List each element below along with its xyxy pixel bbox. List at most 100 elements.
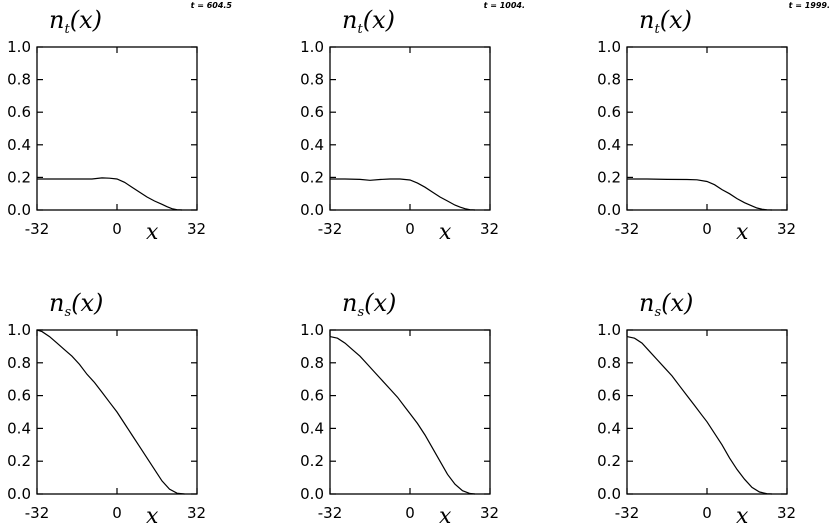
y-tick-label: 0.8	[300, 354, 324, 372]
title-subscript: t	[64, 22, 70, 37]
title-argument: (x)	[363, 6, 395, 34]
series-line-1	[36, 329, 185, 495]
x-tick-label: -32	[318, 220, 343, 238]
panel-title: nt(x)	[639, 6, 692, 37]
x-axis-label: x	[736, 220, 749, 245]
y-tick-label: 0.6	[597, 103, 621, 121]
y-tick-label: 0.8	[7, 354, 31, 372]
y-tick-label: 1.0	[7, 38, 31, 56]
y-tick-label: 0.0	[7, 485, 31, 503]
y-tick-label: 0.6	[300, 103, 324, 121]
x-tick-label: 32	[187, 504, 206, 522]
x-tick-label: 32	[777, 504, 796, 522]
y-tick-label: 0.4	[597, 136, 621, 154]
chart-panel-3: 0.0 0.2 0.4 0.6 0.8 1.0 -32 0 32 x nt(x) t = 1999.	[597, 1, 830, 245]
chart-panel-1: 0.0 0.2 0.4 0.6 0.8 1.0 -32 0 32 x nt(x) t = 604.5	[7, 1, 232, 245]
series-line-1	[329, 336, 476, 495]
y-tick-label: 0.4	[597, 419, 621, 437]
title-variable: n	[342, 289, 357, 317]
y-tick-label: 0.8	[7, 71, 31, 89]
title-subscript: s	[64, 305, 71, 320]
x-tick-label: 0	[112, 504, 122, 522]
panel-title: nt(x)	[49, 6, 102, 37]
y-tick-label: 1.0	[300, 321, 324, 339]
x-axis-label: x	[439, 504, 452, 529]
y-tick-label: 0.2	[597, 452, 621, 470]
chart-panel-6: 0.0 0.2 0.4 0.6 0.8 1.0 -32 0 32 x ns(x)	[597, 289, 796, 529]
plot-frame	[329, 46, 491, 211]
y-tick-label: 0.0	[7, 201, 31, 219]
x-axis-label: x	[736, 504, 749, 529]
x-axis-label: x	[439, 220, 452, 245]
panel-title: ns(x)	[342, 289, 396, 320]
x-axis-label: x	[146, 504, 159, 529]
series-line-1	[330, 178, 476, 211]
title-variable: n	[49, 289, 64, 317]
panel-title: nt(x)	[342, 6, 395, 37]
y-tick-label: 1.0	[597, 38, 621, 56]
y-tick-label: 0.4	[300, 419, 324, 437]
y-tick-label: 0.2	[300, 452, 324, 470]
series-line-1	[627, 178, 773, 211]
chart-panel-5: 0.0 0.2 0.4 0.6 0.8 1.0 -32 0 32 x ns(x)	[300, 289, 499, 529]
y-tick-label: 0.6	[7, 103, 31, 121]
title-variable: n	[49, 6, 64, 34]
title-argument: (x)	[364, 289, 396, 317]
y-tick-label: 0.0	[597, 201, 621, 219]
y-tick-label: 0.4	[7, 419, 31, 437]
title-argument: (x)	[71, 289, 103, 317]
time-label: t = 1004.	[484, 1, 525, 10]
panel-title: ns(x)	[49, 289, 103, 320]
y-tick-label: 0.2	[7, 452, 31, 470]
x-axis-label: x	[146, 220, 159, 245]
y-tick-label: 0.4	[300, 136, 324, 154]
title-variable: n	[639, 6, 654, 34]
y-tick-label: 0.6	[597, 387, 621, 405]
plot-frame	[626, 329, 788, 495]
x-tick-label: 32	[480, 220, 499, 238]
y-tick-label: 0.0	[300, 485, 324, 503]
y-tick-label: 0.8	[300, 71, 324, 89]
x-tick-label: 0	[702, 504, 712, 522]
title-subscript: t	[357, 22, 363, 37]
y-tick-label: 1.0	[7, 321, 31, 339]
y-tick-label: 0.0	[300, 201, 324, 219]
x-tick-label: -32	[615, 220, 640, 238]
series-line-1	[626, 336, 773, 495]
title-argument: (x)	[660, 6, 692, 34]
y-tick-label: 0.2	[300, 168, 324, 186]
title-subscript: s	[357, 305, 364, 320]
plot-frame	[329, 329, 491, 495]
x-tick-label: 32	[480, 504, 499, 522]
x-tick-label: 0	[405, 504, 415, 522]
y-tick-label: 0.6	[7, 387, 31, 405]
title-variable: n	[342, 6, 357, 34]
y-tick-label: 0.2	[7, 168, 31, 186]
x-tick-label: 0	[702, 220, 712, 238]
x-tick-label: -32	[615, 504, 640, 522]
x-tick-label: 0	[405, 220, 415, 238]
x-tick-label: 0	[112, 220, 122, 238]
chart-panel-2: 0.0 0.2 0.4 0.6 0.8 1.0 -32 0 32 x nt(x) t = 1004.	[300, 1, 525, 245]
title-subscript: t	[654, 22, 660, 37]
x-tick-label: -32	[318, 504, 343, 522]
title-variable: n	[639, 289, 654, 317]
series-line-1	[37, 177, 183, 211]
x-tick-label: 32	[187, 220, 206, 238]
y-tick-label: 1.0	[300, 38, 324, 56]
y-tick-label: 0.8	[597, 354, 621, 372]
plot-frame	[626, 46, 788, 211]
chart-panel-4: 0.0 0.2 0.4 0.6 0.8 1.0 -32 0 32 x ns(x)	[7, 289, 206, 529]
y-tick-label: 0.8	[597, 71, 621, 89]
y-tick-label: 0.4	[7, 136, 31, 154]
plot-frame	[36, 46, 198, 211]
x-tick-label: -32	[25, 220, 50, 238]
y-tick-label: 0.6	[300, 387, 324, 405]
y-tick-label: 0.0	[597, 485, 621, 503]
panel-title: ns(x)	[639, 289, 693, 320]
y-tick-label: 1.0	[597, 321, 621, 339]
y-tick-label: 0.2	[597, 168, 621, 186]
time-label: t = 604.5	[191, 1, 233, 10]
title-argument: (x)	[70, 6, 102, 34]
